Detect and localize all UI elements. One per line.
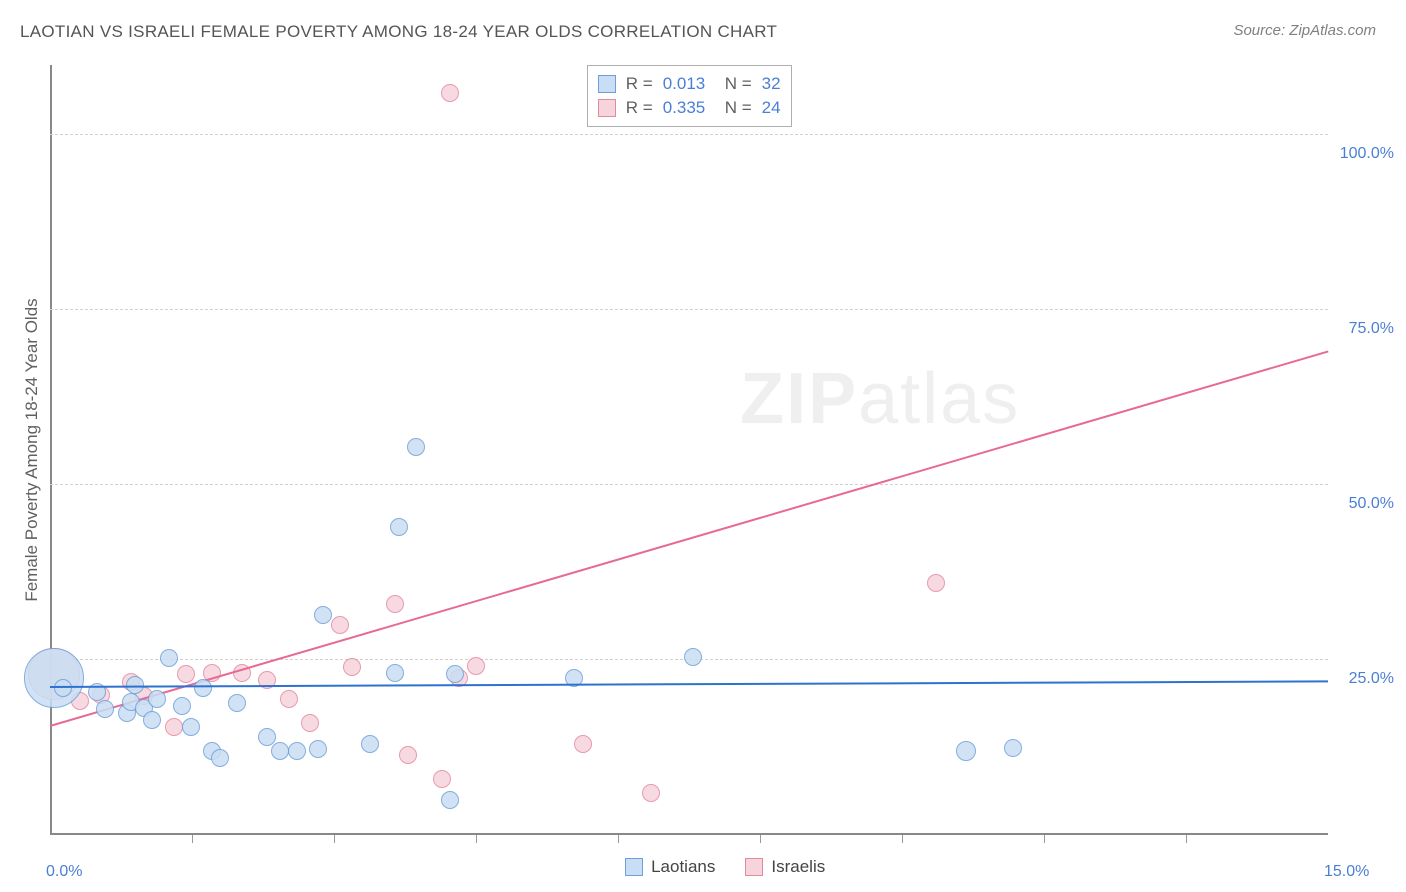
laotians-point bbox=[211, 749, 229, 767]
correlation-chart: LAOTIAN VS ISRAELI FEMALE POVERTY AMONG … bbox=[0, 0, 1406, 892]
laotians-swatch bbox=[598, 75, 616, 93]
laotians-point bbox=[1004, 739, 1022, 757]
laotians-point bbox=[956, 741, 976, 761]
israelis-point bbox=[574, 735, 592, 753]
x-tick bbox=[1044, 835, 1045, 843]
gridline bbox=[50, 309, 1328, 310]
laotians-point bbox=[143, 711, 161, 729]
n-value: 24 bbox=[762, 96, 781, 120]
x-tick-label: 0.0% bbox=[46, 863, 82, 881]
y-axis bbox=[50, 65, 52, 835]
stat-row-israelis: R = 0.335 N = 24 bbox=[598, 96, 781, 120]
r-value: 0.335 bbox=[663, 96, 715, 120]
israelis-point bbox=[386, 595, 404, 613]
y-axis-label: Female Poverty Among 18-24 Year Olds bbox=[22, 298, 42, 601]
x-tick bbox=[618, 835, 619, 843]
israelis-trendline bbox=[50, 350, 1329, 726]
chart-title: LAOTIAN VS ISRAELI FEMALE POVERTY AMONG … bbox=[20, 22, 777, 42]
stat-legend: R = 0.013 N = 32 R = 0.335 N = 24 bbox=[587, 65, 792, 127]
israelis-point bbox=[467, 657, 485, 675]
y-tick-label: 100.0% bbox=[1340, 145, 1394, 163]
laotians-point bbox=[126, 676, 144, 694]
source-label: Source: ZipAtlas.com bbox=[1233, 22, 1376, 39]
watermark: ZIPatlas bbox=[740, 358, 1020, 440]
legend-item-israelis: Israelis bbox=[745, 857, 825, 877]
y-tick-label: 50.0% bbox=[1349, 495, 1394, 513]
x-tick-label: 15.0% bbox=[1324, 863, 1369, 881]
x-tick bbox=[760, 835, 761, 843]
israelis-point bbox=[343, 658, 361, 676]
israelis-point bbox=[642, 784, 660, 802]
laotians-point bbox=[361, 735, 379, 753]
series-legend: Laotians Israelis bbox=[625, 857, 825, 877]
laotians-point bbox=[228, 694, 246, 712]
n-label: N = bbox=[725, 96, 752, 120]
laotians-point bbox=[407, 438, 425, 456]
x-tick bbox=[902, 835, 903, 843]
israelis-swatch bbox=[598, 99, 616, 117]
israelis-point bbox=[165, 718, 183, 736]
r-value: 0.013 bbox=[663, 72, 715, 96]
laotians-point bbox=[446, 665, 464, 683]
laotians-point bbox=[24, 648, 84, 708]
gridline bbox=[50, 484, 1328, 485]
laotians-point bbox=[96, 700, 114, 718]
legend-label: Israelis bbox=[771, 857, 825, 877]
laotians-point bbox=[684, 648, 702, 666]
gridline bbox=[50, 134, 1328, 135]
r-label: R = bbox=[626, 96, 653, 120]
x-tick bbox=[476, 835, 477, 843]
n-value: 32 bbox=[762, 72, 781, 96]
n-label: N = bbox=[725, 72, 752, 96]
israelis-point bbox=[331, 616, 349, 634]
legend-item-laotians: Laotians bbox=[625, 857, 715, 877]
stat-row-laotians: R = 0.013 N = 32 bbox=[598, 72, 781, 96]
r-label: R = bbox=[626, 72, 653, 96]
legend-label: Laotians bbox=[651, 857, 715, 877]
laotians-point bbox=[194, 679, 212, 697]
israelis-point bbox=[280, 690, 298, 708]
x-tick bbox=[192, 835, 193, 843]
israelis-point bbox=[433, 770, 451, 788]
laotians-point bbox=[173, 697, 191, 715]
israelis-swatch bbox=[745, 858, 763, 876]
laotians-point bbox=[441, 791, 459, 809]
y-tick-label: 75.0% bbox=[1349, 320, 1394, 338]
israelis-point bbox=[399, 746, 417, 764]
israelis-point bbox=[927, 574, 945, 592]
laotians-point bbox=[160, 649, 178, 667]
y-tick-label: 25.0% bbox=[1349, 670, 1394, 688]
laotians-point bbox=[390, 518, 408, 536]
israelis-point bbox=[301, 714, 319, 732]
x-axis bbox=[50, 833, 1328, 835]
israelis-point bbox=[177, 665, 195, 683]
plot-area: Female Poverty Among 18-24 Year Olds ZIP… bbox=[50, 65, 1328, 835]
israelis-point bbox=[441, 84, 459, 102]
laotians-point bbox=[386, 664, 404, 682]
x-tick bbox=[1186, 835, 1187, 843]
laotians-point bbox=[182, 718, 200, 736]
laotians-point bbox=[309, 740, 327, 758]
laotians-point bbox=[148, 690, 166, 708]
laotians-point bbox=[54, 679, 72, 697]
laotians-swatch bbox=[625, 858, 643, 876]
x-tick bbox=[334, 835, 335, 843]
laotians-point bbox=[288, 742, 306, 760]
laotians-point bbox=[271, 742, 289, 760]
laotians-point bbox=[314, 606, 332, 624]
